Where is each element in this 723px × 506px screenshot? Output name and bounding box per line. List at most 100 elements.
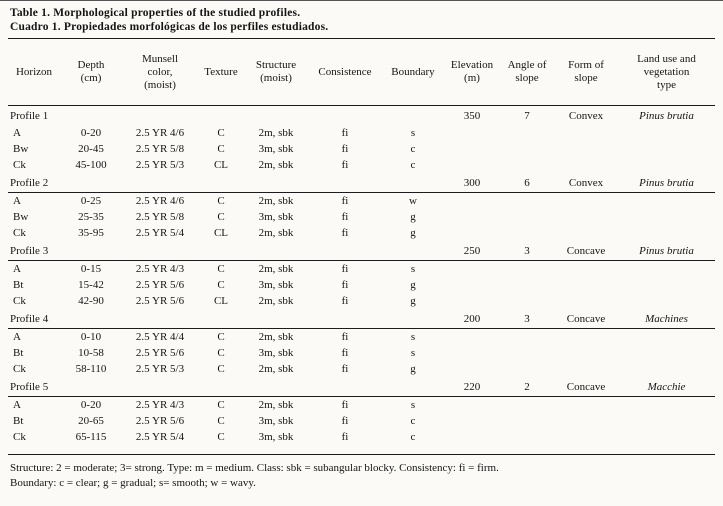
cell-elevation-m: 300 bbox=[444, 173, 500, 193]
cell-munsell-color: 2.5 YR 5/8 bbox=[135, 143, 185, 155]
horizon-row: A 0-20 2.5 YR 4/6 C 2m, sbk fi s bbox=[8, 125, 715, 141]
cell-texture: C bbox=[217, 279, 225, 291]
cell-consistence: fi bbox=[341, 195, 349, 207]
cell-depth-cm bbox=[60, 377, 122, 397]
cell-land-use-vegetation bbox=[618, 293, 715, 309]
cell-depth-cm: 0-10 bbox=[80, 331, 102, 343]
cell-boundary: g bbox=[410, 363, 416, 375]
footnote-boundary: Boundary: c = clear; g = gradual; s= smo… bbox=[10, 477, 256, 489]
cell-horizon: A bbox=[13, 331, 21, 343]
cell-elevation-m bbox=[444, 125, 500, 141]
cell-land-use-vegetation bbox=[618, 397, 715, 414]
horizon-row: Ck 45-100 2.5 YR 5/3 CL 2m, sbk fi c bbox=[8, 157, 715, 173]
cell-consistence: fi bbox=[341, 399, 349, 411]
cell-texture: C bbox=[217, 431, 225, 443]
cell-texture bbox=[198, 309, 244, 329]
cell-depth-cm: 42-90 bbox=[78, 295, 104, 307]
cell-munsell-color bbox=[122, 173, 198, 193]
cell-munsell-color bbox=[122, 106, 198, 126]
cell-elevation-m bbox=[444, 361, 500, 377]
cell-boundary: s bbox=[410, 331, 416, 343]
cell-horizon: A bbox=[13, 195, 21, 207]
cell-texture: C bbox=[217, 363, 225, 375]
cell-form-of-slope bbox=[554, 429, 618, 454]
profile-name: Profile 5 bbox=[8, 377, 60, 397]
cell-munsell-color: 2.5 YR 4/3 bbox=[135, 399, 185, 411]
cell-depth-cm: 25-35 bbox=[78, 211, 104, 223]
table-title-english: Table 1. Morphological properties of the… bbox=[10, 7, 301, 19]
cell-depth-cm: 10-58 bbox=[78, 347, 104, 359]
cell-angle-of-slope: 2 bbox=[500, 377, 554, 397]
cell-munsell-color: 2.5 YR 5/6 bbox=[135, 295, 185, 307]
cell-munsell-color: 2.5 YR 4/6 bbox=[135, 127, 185, 139]
horizon-row: Bt 15-42 2.5 YR 5/6 C 3m, sbk fi g bbox=[8, 277, 715, 293]
column-header-munsell-color: Munsell color, (moist) bbox=[122, 39, 198, 106]
column-header-texture: Texture bbox=[198, 39, 244, 106]
cell-form-of-slope bbox=[554, 361, 618, 377]
cell-elevation-m bbox=[444, 413, 500, 429]
profile-name: Profile 1 bbox=[10, 110, 49, 122]
table-title-spanish: Cuadro 1. Propiedades morfológicas de lo… bbox=[10, 21, 329, 33]
cell-angle-of-slope bbox=[500, 345, 554, 361]
cell-land-use-vegetation bbox=[618, 125, 715, 141]
cell-angle-of-slope bbox=[500, 157, 554, 173]
cell-munsell-color: 2.5 YR 5/4 bbox=[135, 431, 185, 443]
cell-form-of-slope bbox=[554, 193, 618, 210]
cell-angle-of-slope bbox=[500, 225, 554, 241]
horizon-row: Bw 20-45 2.5 YR 5/8 C 3m, sbk fi c bbox=[8, 141, 715, 157]
cell-form-of-slope: Convex bbox=[554, 173, 618, 193]
cell-form-of-slope: Convex bbox=[568, 110, 604, 122]
cell-munsell-color: 2.5 YR 5/8 bbox=[135, 211, 185, 223]
cell-texture bbox=[198, 106, 244, 126]
cell-munsell-color: 2.5 YR 5/6 bbox=[135, 415, 185, 427]
cell-texture: C bbox=[217, 127, 225, 139]
cell-boundary bbox=[382, 309, 444, 329]
cell-elevation-m bbox=[444, 225, 500, 241]
cell-land-use-vegetation bbox=[618, 329, 715, 346]
cell-angle-of-slope: 3 bbox=[500, 241, 554, 261]
cell-depth-cm: 15-42 bbox=[78, 279, 104, 291]
profile-header-row: Profile 2 300 6 Convex Pinus brutia bbox=[8, 173, 715, 193]
cell-land-use-vegetation bbox=[618, 429, 715, 454]
cell-structure: 3m, sbk bbox=[258, 211, 294, 223]
cell-form-of-slope bbox=[554, 141, 618, 157]
column-header-row: Horizon Depth (cm) Munsell color, (moist) T… bbox=[8, 39, 715, 106]
cell-munsell-color: 2.5 YR 5/3 bbox=[135, 159, 185, 171]
cell-horizon: A bbox=[13, 263, 21, 275]
cell-munsell-color: 2.5 YR 4/3 bbox=[135, 263, 185, 275]
cell-texture: C bbox=[217, 331, 225, 343]
cell-form-of-slope bbox=[554, 413, 618, 429]
cell-land-use-vegetation bbox=[618, 157, 715, 173]
cell-texture: C bbox=[217, 195, 225, 207]
cell-boundary bbox=[382, 241, 444, 261]
cell-horizon: A bbox=[13, 399, 21, 411]
cell-depth-cm: 35-95 bbox=[78, 227, 104, 239]
table-footnotes: Structure: 2 = moderate; 3= strong. Type… bbox=[8, 454, 715, 491]
cell-land-use-vegetation bbox=[618, 413, 715, 429]
cell-munsell-color: 2.5 YR 4/4 bbox=[135, 331, 185, 343]
cell-elevation-m bbox=[444, 157, 500, 173]
column-header-structure: Structure (moist) bbox=[244, 39, 308, 106]
cell-angle-of-slope bbox=[500, 361, 554, 377]
cell-elevation-m bbox=[444, 397, 500, 414]
cell-horizon: Ck bbox=[13, 159, 26, 171]
cell-texture: C bbox=[217, 143, 225, 155]
cell-munsell-color: 2.5 YR 5/6 bbox=[135, 347, 185, 359]
cell-munsell-color: 2.5 YR 4/6 bbox=[135, 195, 185, 207]
cell-texture: C bbox=[217, 347, 225, 359]
cell-elevation-m bbox=[444, 193, 500, 210]
cell-depth-cm: 0-20 bbox=[80, 127, 102, 139]
profile-name: Profile 2 bbox=[8, 173, 60, 193]
cell-form-of-slope bbox=[554, 261, 618, 278]
cell-angle-of-slope bbox=[500, 329, 554, 346]
cell-consistence: fi bbox=[341, 331, 349, 343]
cell-depth-cm: 20-65 bbox=[78, 415, 104, 427]
cell-structure: 3m, sbk bbox=[258, 279, 294, 291]
cell-depth-cm: 20-45 bbox=[78, 143, 104, 155]
horizon-row: A 0-20 2.5 YR 4/3 C 2m, sbk fi s bbox=[8, 397, 715, 414]
cell-structure: 2m, sbk bbox=[258, 159, 294, 171]
horizon-row: A 0-15 2.5 YR 4/3 C 2m, sbk fi s bbox=[8, 261, 715, 278]
cell-boundary bbox=[382, 377, 444, 397]
cell-consistence: fi bbox=[341, 263, 349, 275]
cell-angle-of-slope bbox=[500, 277, 554, 293]
